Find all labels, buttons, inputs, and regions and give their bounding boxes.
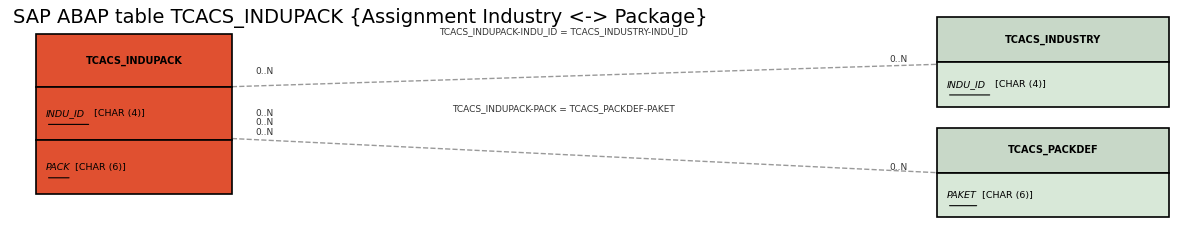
Text: TCACS_INDUPACK-INDU_ID = TCACS_INDUSTRY-INDU_ID: TCACS_INDUPACK-INDU_ID = TCACS_INDUSTRY-… [439,27,688,36]
Text: 0..N: 0..N [255,67,274,76]
Text: INDU_ID: INDU_ID [46,109,85,118]
Bar [938,62,1168,107]
Bar [938,17,1168,62]
Text: SAP ABAP table TCACS_INDUPACK {Assignment Industry <-> Package}: SAP ABAP table TCACS_INDUPACK {Assignmen… [13,8,707,28]
Text: 0..N: 0..N [255,118,274,127]
Text: 0..N: 0..N [255,109,274,118]
Text: TCACS_INDUPACK: TCACS_INDUPACK [85,55,183,65]
Text: TCACS_INDUSTRY: TCACS_INDUSTRY [1005,34,1102,45]
Text: PACK: PACK [46,163,70,172]
Text: PAKET: PAKET [947,191,977,200]
Bar [37,34,231,87]
Text: [CHAR (6)]: [CHAR (6)] [72,163,126,172]
Text: TCACS_INDUPACK-PACK = TCACS_PACKDEF-PAKET: TCACS_INDUPACK-PACK = TCACS_PACKDEF-PAKE… [452,105,675,114]
Text: 0..N: 0..N [889,164,908,173]
Text: 0..N: 0..N [889,55,908,64]
Text: [CHAR (4)]: [CHAR (4)] [992,80,1046,89]
Bar [938,173,1168,218]
Text: 0..N: 0..N [255,128,274,137]
Bar [938,128,1168,173]
Bar [37,141,231,194]
Text: [CHAR (4)]: [CHAR (4)] [91,109,145,118]
Text: INDU_ID: INDU_ID [947,80,986,89]
Bar [37,87,231,141]
Text: [CHAR (6)]: [CHAR (6)] [979,191,1034,200]
Text: TCACS_PACKDEF: TCACS_PACKDEF [1008,145,1098,155]
